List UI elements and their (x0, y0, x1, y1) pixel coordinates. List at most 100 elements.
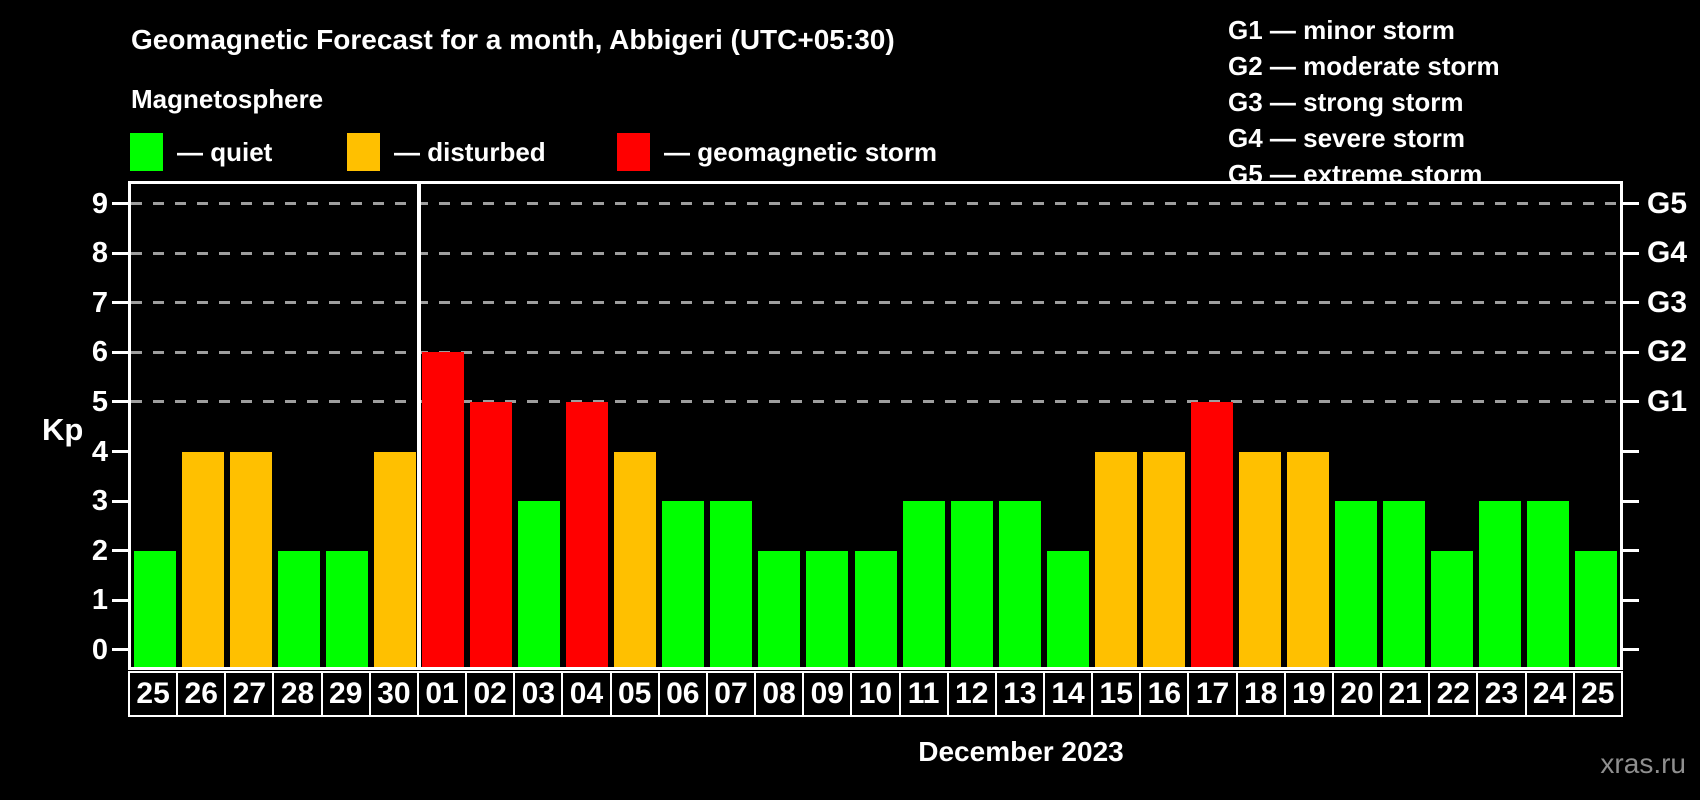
g-scale-item-g2: G2 — moderate storm (1228, 51, 1500, 81)
month-separator (417, 184, 422, 667)
day-label-9-04: 04 (561, 671, 612, 717)
day-label-10-05: 05 (609, 671, 660, 717)
bar-day-02 (470, 401, 513, 667)
g-scale-item-g3: G3 — strong storm (1228, 87, 1464, 117)
y-axis-tick-label-1: 1 (91, 584, 108, 617)
g-scale-item-g1: G1 — minor storm (1228, 15, 1455, 45)
x-axis-labels: 25 26 27 28 29 30 01 02 03 04 05 06 07 08 09 10 11 12 13 14… (128, 671, 1623, 717)
bar-day-17 (1190, 401, 1233, 667)
legend-item-disturbed: — disturbed (347, 131, 546, 173)
bar-day-07 (710, 501, 753, 667)
right-axis-tick-8 (1623, 251, 1639, 255)
plot-frame (128, 181, 1623, 670)
right-axis-tick-1 (1623, 598, 1639, 602)
day-label-22-17: 17 (1187, 671, 1238, 717)
quiet-swatch (130, 133, 163, 171)
day-label-21-16: 16 (1139, 671, 1190, 717)
bar-day-12 (950, 501, 993, 667)
bar-day-28 (278, 550, 321, 667)
day-label-6-01: 01 (416, 671, 468, 717)
y-axis-tick-label-4: 4 (91, 435, 108, 468)
bar-day-15 (1094, 451, 1137, 667)
y-axis-tick-0 (112, 648, 128, 652)
bar-day-13 (998, 501, 1041, 667)
day-label-11-06: 06 (657, 671, 708, 717)
bar-day-25 (1574, 550, 1617, 667)
day-label-3-28: 28 (272, 671, 323, 717)
bar-day-01 (422, 352, 465, 667)
right-axis-tick-3 (1623, 499, 1639, 503)
y-axis-title: Kp (42, 412, 84, 447)
day-label-28-23: 23 (1476, 671, 1527, 717)
right-axis-tick-0 (1623, 648, 1639, 652)
gridline-g5 (131, 202, 1620, 206)
bar-day-10 (854, 550, 897, 667)
gridline-g3 (131, 301, 1620, 305)
y-axis-tick-label-9: 9 (91, 187, 108, 220)
day-label-17-12: 12 (946, 671, 997, 717)
bar-day-08 (758, 550, 801, 667)
day-label-16-11: 11 (898, 671, 949, 717)
right-axis-tick-5 (1623, 400, 1639, 404)
day-label-20-15: 15 (1091, 671, 1142, 717)
right-axis-tick-9 (1623, 202, 1639, 206)
day-label-12-07: 07 (705, 671, 757, 717)
bar-day-05 (614, 451, 657, 667)
bar-day-16 (1142, 451, 1185, 667)
bar-day-26 (182, 451, 225, 667)
day-label-4-29: 29 (320, 671, 371, 717)
day-label-13-08: 08 (754, 671, 805, 717)
y-axis-tick-label-5: 5 (91, 385, 108, 418)
day-label-7-02: 02 (465, 671, 516, 717)
day-label-19-14: 14 (1042, 671, 1094, 717)
legend-item-quiet: — quiet (130, 131, 272, 173)
disturbed-swatch (347, 133, 380, 171)
bar-day-20 (1334, 501, 1377, 667)
gridline-g1 (131, 400, 1620, 404)
y-axis-tick-label-2: 2 (91, 534, 108, 567)
x-axis-title: December 2023 (918, 736, 1124, 767)
bar-day-30 (374, 451, 417, 667)
bar-day-21 (1382, 501, 1425, 667)
day-label-27-22: 22 (1428, 671, 1479, 717)
y-axis-tick-1 (112, 598, 128, 602)
page-title: Geomagnetic Forecast for a month, Abbige… (131, 24, 895, 55)
day-label-23-18: 18 (1235, 671, 1286, 717)
y-axis-tick-label-3: 3 (91, 485, 108, 518)
day-label-15-10: 10 (850, 671, 901, 717)
day-label-14-09: 09 (802, 671, 853, 717)
g-scale-item-g4: G4 — severe storm (1228, 123, 1466, 153)
bar-day-06 (662, 501, 705, 667)
y-axis-tick-6 (112, 350, 128, 354)
bar-day-09 (806, 550, 849, 667)
day-label-0-25: 25 (128, 671, 179, 717)
y-axis-tick-3 (112, 499, 128, 503)
y-axis-tick-label-6: 6 (91, 336, 108, 369)
bar-day-11 (902, 501, 945, 667)
right-axis-tick-6 (1623, 350, 1639, 354)
y-axis-tick-2 (112, 549, 128, 553)
right-axis-tick-4 (1623, 450, 1639, 453)
y-axis-tick-9 (112, 202, 128, 206)
bar-day-29 (326, 550, 369, 667)
y-axis-tick-5 (112, 400, 128, 404)
legend-label-storm: — geomagnetic storm (664, 136, 938, 167)
y-axis-tick-8 (112, 251, 128, 255)
legend-label-disturbed: — disturbed (394, 136, 546, 167)
legend-item-storm: — geomagnetic storm (617, 131, 937, 173)
storm-swatch (617, 133, 650, 171)
day-label-29-24: 24 (1524, 671, 1575, 717)
y-axis-tick-label-7: 7 (91, 286, 108, 319)
bar-day-18 (1238, 451, 1281, 667)
right-axis-label-g2: G2 (1647, 335, 1688, 369)
gridline-g4 (131, 251, 1620, 255)
right-axis-label-g4: G4 (1647, 236, 1688, 270)
plot-area (131, 184, 1620, 667)
bar-day-27 (230, 451, 273, 667)
y-axis-tick-7 (112, 301, 128, 305)
bar-day-14 (1046, 550, 1089, 667)
bar-day-19 (1286, 451, 1329, 667)
day-label-26-21: 21 (1380, 671, 1431, 717)
